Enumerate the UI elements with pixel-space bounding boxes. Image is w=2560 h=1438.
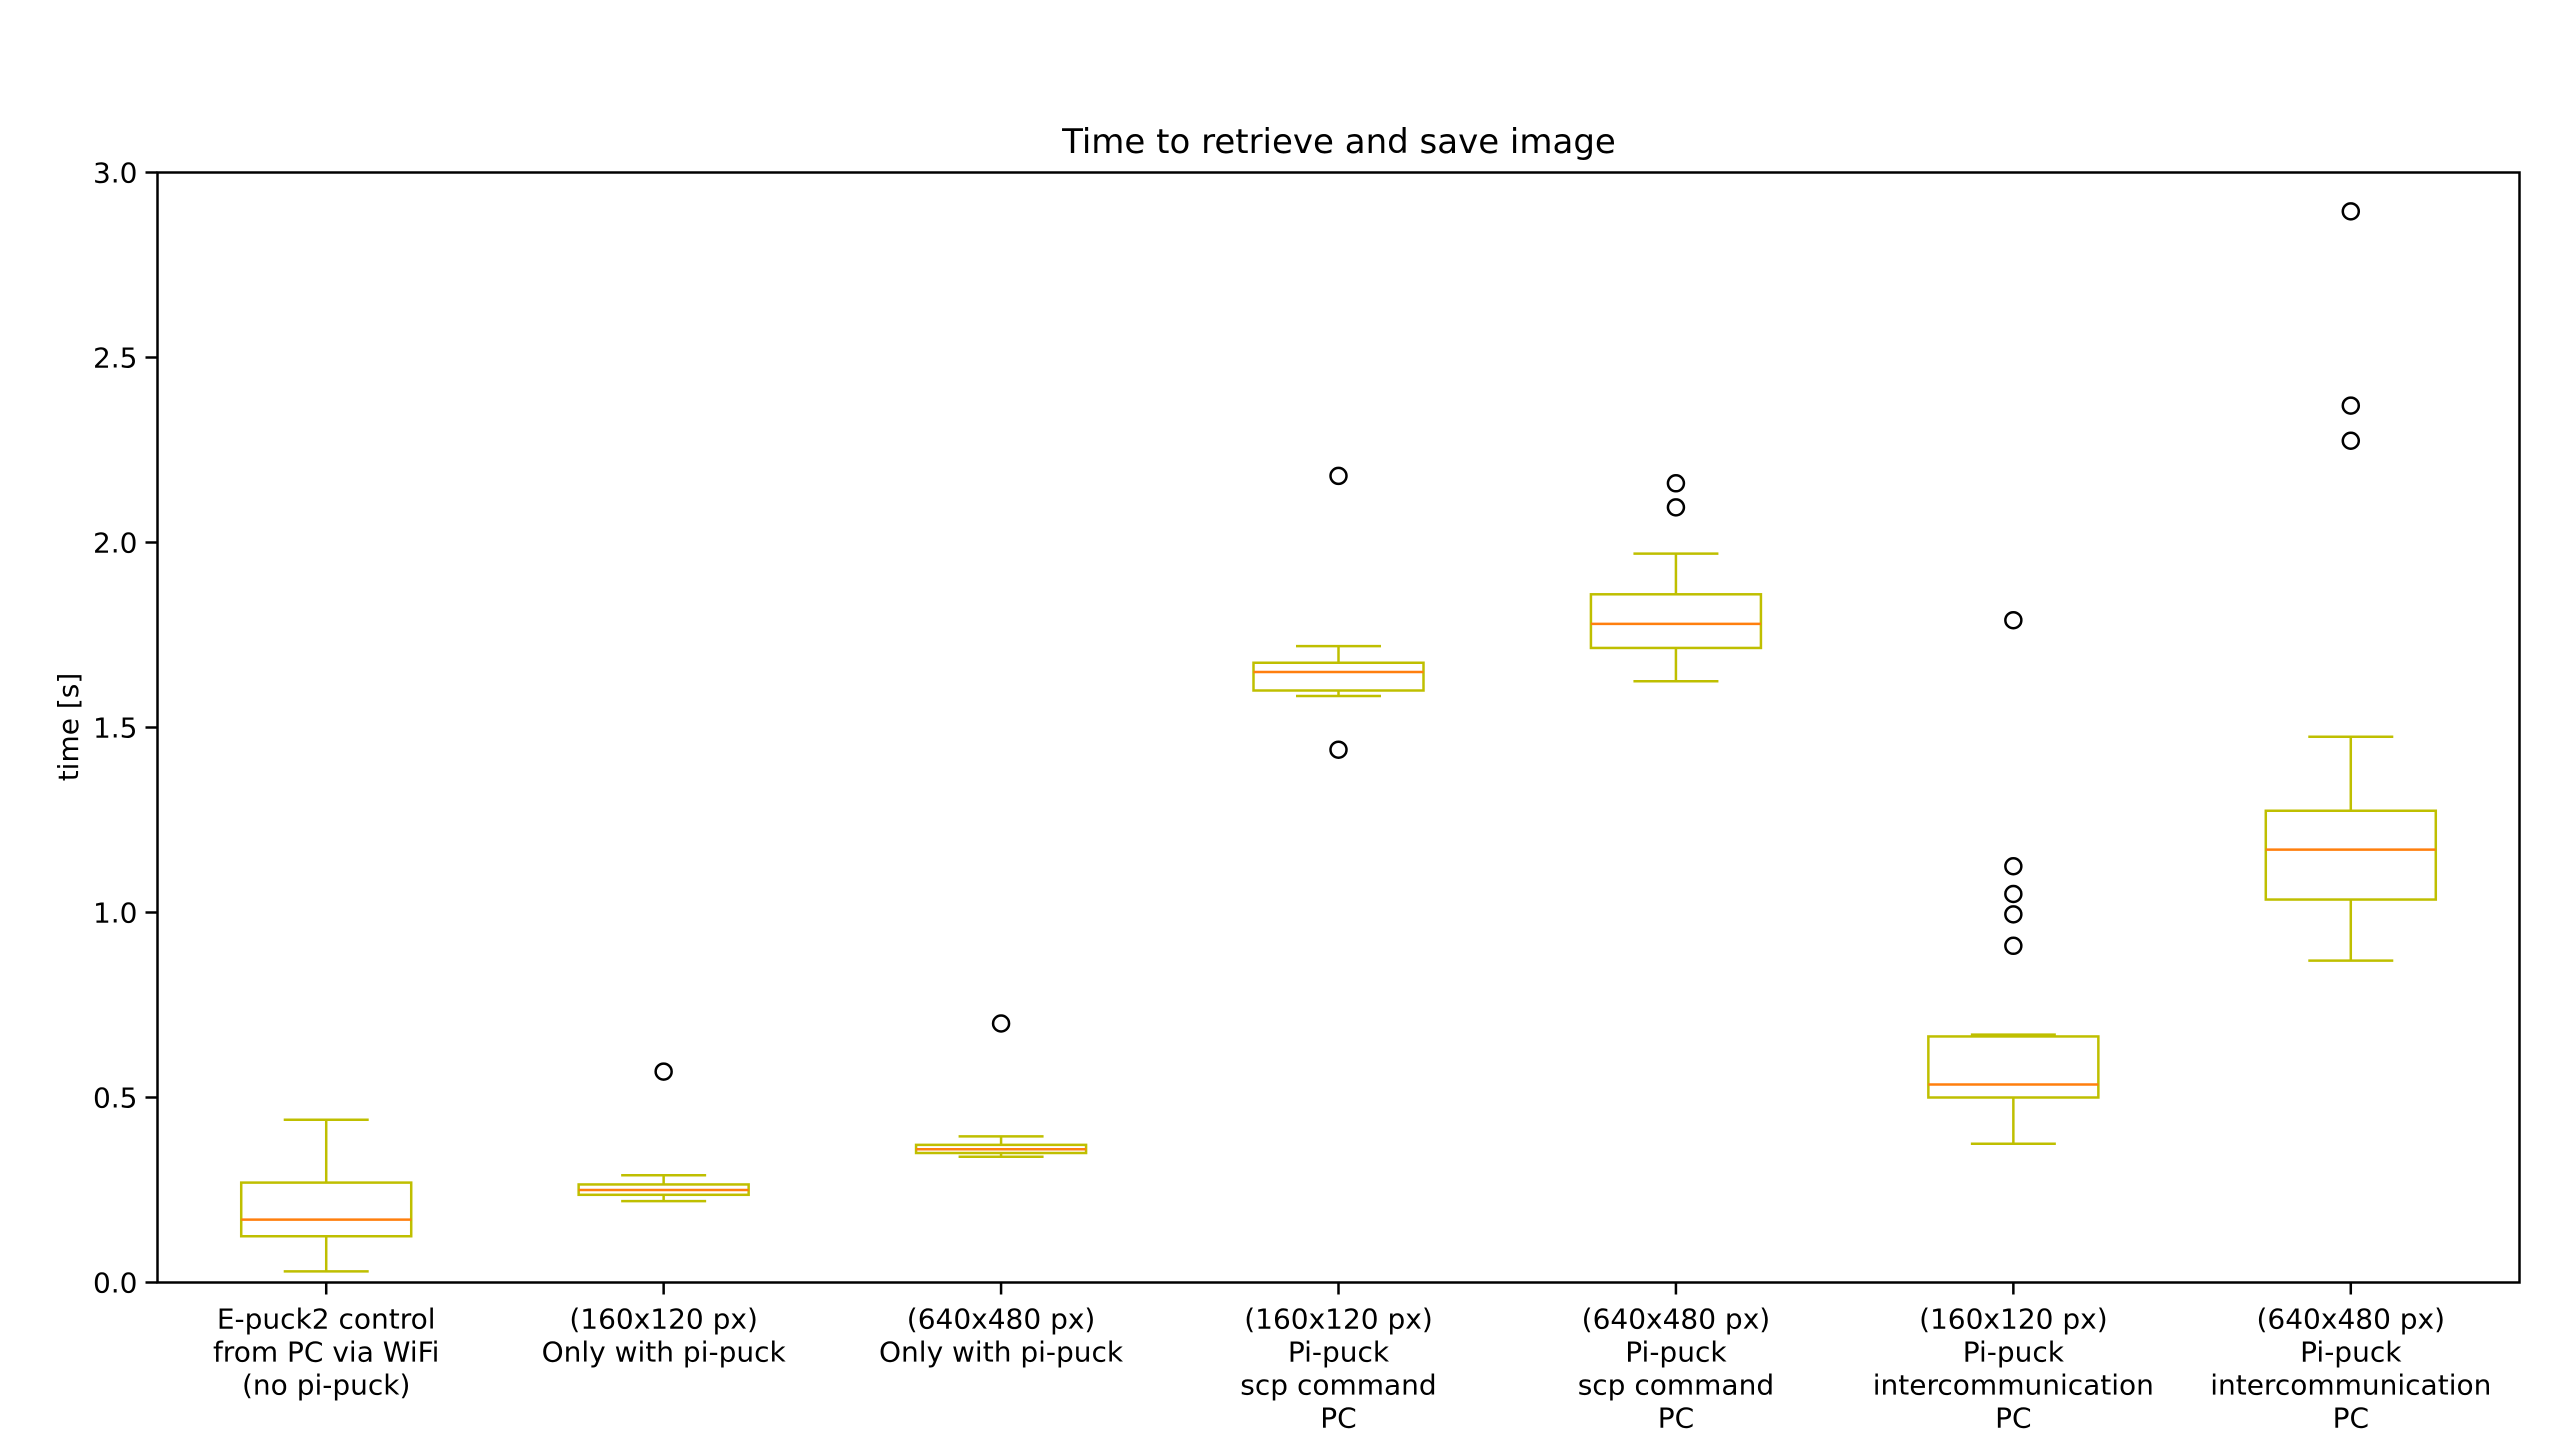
x-tick-label: (160x120 px) Pi-puck scp command PC bbox=[1240, 1303, 1436, 1435]
outlier-point bbox=[2004, 936, 2023, 956]
x-tick-label: (160x120 px) Pi-puck intercommunication PC bbox=[1873, 1303, 2154, 1435]
y-axis-label: time [s] bbox=[52, 673, 85, 782]
x-tick-label: (160x120 px) Only with pi-puck bbox=[542, 1303, 787, 1369]
x-tick-label-line: (640x480 px) bbox=[907, 1303, 1096, 1336]
x-tick-label: (640x480 px) Pi-puck scp command PC bbox=[1578, 1303, 1774, 1435]
x-tick-label: (640x480 px) Pi-puck intercommunication PC bbox=[2210, 1303, 2491, 1435]
x-tick-label-line: (no pi-puck) bbox=[242, 1369, 410, 1402]
outlier-point bbox=[654, 1062, 673, 1081]
x-tick-label-line: Only with pi-puck bbox=[879, 1336, 1124, 1369]
x-tick-label-line: Pi-puck bbox=[1963, 1336, 2065, 1369]
y-tick-label: 1.0 bbox=[93, 897, 138, 930]
x-tick-label-line: Pi-puck bbox=[1625, 1336, 1727, 1369]
box-iqr bbox=[1589, 593, 1763, 650]
y-tick-label: 1.5 bbox=[93, 712, 138, 745]
plot-area: 0.0 0.5 1.0 1.5 2.0 2.5 3.0 E-puck2 control from… bbox=[93, 157, 2491, 1435]
x-tick-label-line: (640x480 px) bbox=[2257, 1303, 2446, 1336]
plot-frame bbox=[156, 171, 2521, 1284]
outlier-point bbox=[2341, 396, 2361, 415]
x-tick-label: (640x480 px) Only with pi-puck bbox=[879, 1303, 1124, 1369]
x-tick-label-line: Pi-puck bbox=[2300, 1336, 2402, 1369]
y-tick-label: 0.0 bbox=[93, 1267, 138, 1300]
outlier-point bbox=[2341, 431, 2361, 450]
y-tick-label: 2.5 bbox=[93, 342, 138, 375]
outlier-point bbox=[2004, 857, 2023, 876]
outlier-point bbox=[2004, 884, 2023, 904]
outlier-point bbox=[2341, 202, 2361, 221]
box-iqr bbox=[2264, 809, 2438, 901]
chart-title: Time to retrieve and save image bbox=[1061, 122, 1616, 162]
outlier-point bbox=[1329, 740, 1348, 759]
x-tick-label-line: PC bbox=[1658, 1402, 1694, 1435]
y-tick-label: 2.0 bbox=[93, 527, 138, 560]
x-tick-label-line: (640x480 px) bbox=[1582, 1303, 1771, 1336]
outlier-point bbox=[1666, 498, 1686, 517]
x-tick-label-line: intercommunication bbox=[2210, 1369, 2491, 1402]
x-tick-label-line: (160x120 px) bbox=[1244, 1303, 1433, 1336]
x-tick-label-line: from PC via WiFi bbox=[213, 1336, 440, 1369]
y-tick-label: 3.0 bbox=[93, 157, 138, 190]
x-tick-label-line: scp command bbox=[1240, 1369, 1436, 1402]
x-tick-label-line: (160x120 px) bbox=[1919, 1303, 2108, 1336]
x-tick-label-line: scp command bbox=[1578, 1369, 1774, 1402]
x-tick-label-line: (160x120 px) bbox=[569, 1303, 758, 1336]
x-tick-label-line: PC bbox=[1320, 1402, 1356, 1435]
outlier-point bbox=[2004, 610, 2023, 630]
outlier-point bbox=[1329, 466, 1348, 486]
x-tick-label: E-puck2 control from PC via WiFi (no pi-pu… bbox=[213, 1303, 440, 1402]
outlier-point bbox=[991, 1014, 1011, 1033]
x-tick-label-line: intercommunication bbox=[1873, 1369, 2154, 1402]
x-tick-label-line: Only with pi-puck bbox=[542, 1336, 787, 1369]
box-iqr bbox=[239, 1181, 413, 1238]
outlier-point bbox=[2004, 905, 2023, 924]
x-tick-label-line: Pi-puck bbox=[1288, 1336, 1390, 1369]
x-tick-label-line: E-puck2 control bbox=[217, 1303, 436, 1336]
x-tick-label-line: PC bbox=[2333, 1402, 2369, 1435]
y-tick-label: 0.5 bbox=[93, 1082, 138, 1115]
box-iqr bbox=[1252, 661, 1425, 692]
outlier-point bbox=[1666, 474, 1686, 493]
box-iqr bbox=[1927, 1035, 2100, 1099]
x-tick-label-line: PC bbox=[1995, 1402, 2031, 1435]
